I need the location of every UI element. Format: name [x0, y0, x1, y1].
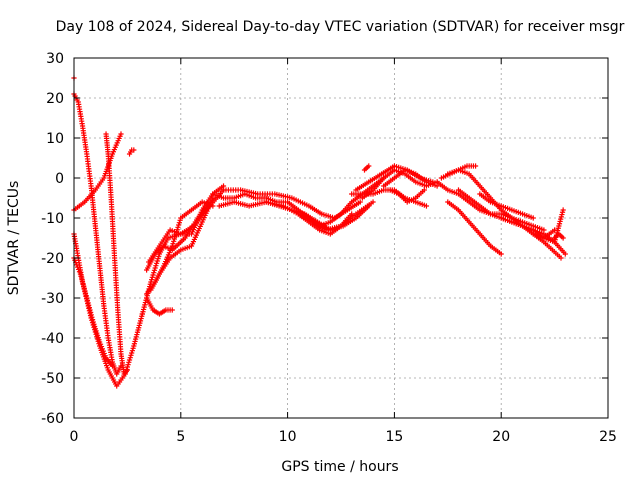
y-axis-label: SDTVAR / TECUs [6, 181, 22, 296]
x-axis-label: GPS time / hours [281, 459, 398, 475]
series-arc-15 [220, 187, 363, 221]
series-markers [438, 163, 479, 181]
x-tick-label: 20 [492, 429, 510, 445]
series-markers [126, 147, 137, 157]
x-tick-label: 5 [176, 429, 185, 445]
series-markers [381, 167, 440, 189]
axis-ticks: 0 5 10 15 20 25 -60 -50 -40 -30 -20 -10 0 10 20 30 [41, 51, 617, 445]
y-tick-label: 20 [46, 91, 64, 107]
series-arc-2 [71, 231, 145, 389]
series-arc-29 [477, 191, 536, 221]
y-tick-label: -20 [41, 251, 64, 267]
series-arc-12 [146, 187, 227, 265]
x-tick-label: 25 [599, 429, 617, 445]
series-markers [71, 131, 124, 213]
series-arc-17 [295, 211, 355, 237]
series-markers [387, 187, 427, 205]
series-markers [71, 231, 145, 389]
series-markers [477, 191, 536, 221]
series-arc-25 [445, 167, 547, 233]
y-tick-label: 10 [46, 131, 64, 147]
plot-frame [73, 57, 609, 419]
series-markers [445, 199, 504, 257]
series-arc-21 [381, 167, 440, 189]
series-arc-31 [530, 231, 564, 261]
series-arc-4 [103, 131, 130, 377]
series-markers [552, 231, 566, 241]
series-arc-23 [361, 163, 372, 173]
series-arc-22 [387, 187, 427, 205]
series-arc-27 [445, 199, 504, 257]
chart-title: Day 108 of 2024, Sidereal Day-to-day VTE… [56, 19, 625, 35]
series-markers [361, 163, 372, 173]
y-tick-label: 0 [55, 171, 64, 187]
series-markers [103, 131, 130, 377]
series-arc-26 [438, 163, 479, 181]
series-arc-32 [552, 231, 566, 241]
series-arc-5 [126, 147, 137, 157]
x-tick-label: 10 [279, 429, 297, 445]
series-markers [498, 207, 566, 245]
series-markers [71, 255, 116, 369]
y-tick-label: -40 [41, 331, 64, 347]
y-tick-label: 30 [46, 51, 64, 67]
y-tick-label: -50 [41, 371, 64, 387]
x-tick-label: 0 [70, 429, 79, 445]
series-markers [530, 231, 564, 261]
y-tick-label: -60 [41, 411, 64, 427]
x-tick-label: 15 [385, 429, 403, 445]
series-markers [445, 167, 547, 233]
series-arc-30 [498, 207, 566, 245]
y-tick-label: -10 [41, 211, 64, 227]
series-arc-3 [71, 131, 124, 213]
series-markers [295, 211, 355, 237]
series-markers [146, 187, 227, 265]
grid [74, 58, 608, 418]
y-tick-label: -30 [41, 291, 64, 307]
data-series [71, 75, 568, 389]
series-arc-6 [71, 255, 116, 369]
series-markers [220, 187, 363, 221]
